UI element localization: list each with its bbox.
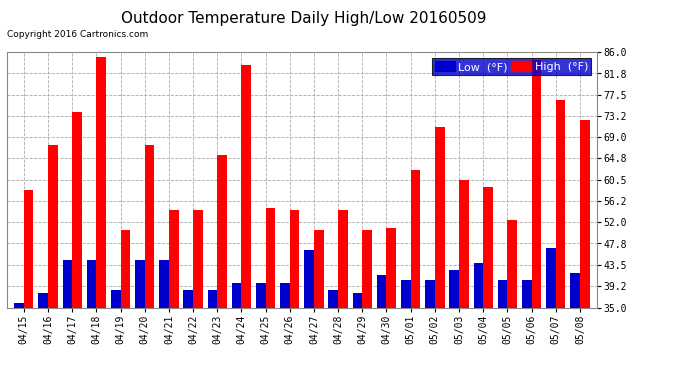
Bar <box>353 292 362 308</box>
Bar <box>522 280 531 308</box>
Bar <box>314 230 324 308</box>
Bar <box>473 262 483 308</box>
Bar <box>570 273 580 308</box>
Bar <box>121 230 130 308</box>
Bar <box>169 210 179 308</box>
Bar <box>304 250 314 307</box>
Bar <box>411 170 420 308</box>
Bar <box>193 210 203 308</box>
Bar <box>39 292 48 308</box>
Bar <box>266 207 275 308</box>
Bar <box>459 180 469 308</box>
Bar <box>208 290 217 308</box>
Bar <box>546 248 555 308</box>
Bar <box>63 260 72 308</box>
Bar <box>280 282 290 308</box>
Bar <box>111 290 121 308</box>
Bar <box>290 210 299 308</box>
Bar <box>241 65 251 308</box>
Bar <box>256 282 266 308</box>
Bar <box>483 188 493 308</box>
Bar <box>145 145 155 308</box>
Bar <box>135 260 145 308</box>
Bar <box>435 128 444 308</box>
Bar <box>555 100 565 308</box>
Bar <box>425 280 435 308</box>
Bar <box>386 228 396 308</box>
Text: Copyright 2016 Cartronics.com: Copyright 2016 Cartronics.com <box>7 30 148 39</box>
Bar <box>87 260 97 308</box>
Bar <box>507 220 517 308</box>
Bar <box>217 155 227 308</box>
Bar <box>328 290 338 308</box>
Bar <box>531 60 541 308</box>
Bar <box>184 290 193 308</box>
Bar <box>362 230 372 308</box>
Bar <box>497 280 507 308</box>
Bar <box>580 120 589 308</box>
Bar <box>24 190 34 308</box>
Bar <box>14 303 24 307</box>
Bar <box>401 280 411 308</box>
Bar <box>232 282 241 308</box>
Bar <box>97 57 106 308</box>
Bar <box>48 145 58 308</box>
Bar <box>159 260 169 308</box>
Bar <box>338 210 348 308</box>
Bar <box>72 112 82 308</box>
Legend: Low  (°F), High  (°F): Low (°F), High (°F) <box>432 58 591 75</box>
Bar <box>377 275 386 308</box>
Bar <box>449 270 459 308</box>
Text: Outdoor Temperature Daily High/Low 20160509: Outdoor Temperature Daily High/Low 20160… <box>121 11 486 26</box>
